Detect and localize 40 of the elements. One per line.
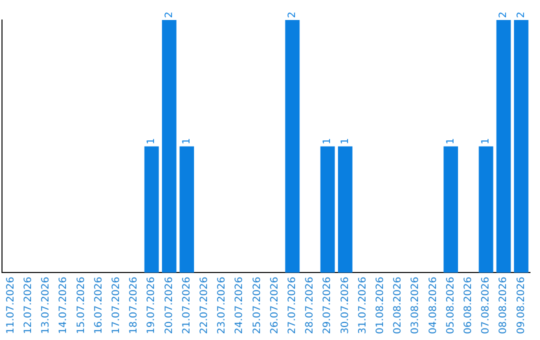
x-tick-label: 29.07.2026 xyxy=(322,276,334,334)
x-tick-label: 14.07.2026 xyxy=(58,276,70,334)
x-tick-label: 20.07.2026 xyxy=(164,276,175,334)
x-tick-label: 30.07.2026 xyxy=(340,276,351,334)
x-tick-label: 24.07.2026 xyxy=(234,276,246,334)
data-label: 2 xyxy=(516,12,527,18)
data-label: 1 xyxy=(181,138,192,144)
data-label: 1 xyxy=(340,138,351,144)
x-tick-label: 27.07.2026 xyxy=(286,276,298,334)
data-label: 2 xyxy=(286,12,298,18)
x-tick-label: 01.08.2026 xyxy=(374,276,386,334)
data-label: 1 xyxy=(322,138,334,144)
data-label: 2 xyxy=(498,12,510,18)
x-tick-label: 07.08.2026 xyxy=(480,276,492,334)
x-tick-label: 12.07.2026 xyxy=(22,276,34,334)
x-tick-label: 03.08.2026 xyxy=(410,276,422,334)
x-tick-label: 02.08.2026 xyxy=(392,276,404,334)
x-tick-label: 25.07.2026 xyxy=(252,276,263,334)
x-tick-label: 18.07.2026 xyxy=(128,276,140,334)
x-tick-label: 04.08.2026 xyxy=(428,276,439,334)
x-tick-label: 13.07.2026 xyxy=(40,276,52,334)
x-tick-label: 31.07.2026 xyxy=(357,276,368,334)
x-tick-label: 23.07.2026 xyxy=(216,276,228,334)
x-tick-label: 16.07.2026 xyxy=(93,276,104,334)
x-tick-label: 06.08.2026 xyxy=(462,276,474,334)
x-tick-label: 11.07.2026 xyxy=(5,276,16,334)
data-label: 1 xyxy=(146,138,158,144)
x-tick-label: 22.07.2026 xyxy=(198,276,210,334)
x-tick-label: 17.07.2026 xyxy=(110,276,122,334)
x-tick-label: 08.08.2026 xyxy=(498,276,510,334)
x-tick-label: 26.07.2026 xyxy=(269,276,280,334)
x-tick-label: 19.07.2026 xyxy=(146,276,158,334)
x-tick-label: 15.07.2026 xyxy=(76,276,87,334)
data-label: 1 xyxy=(445,138,456,144)
x-tick-label: 05.08.2026 xyxy=(445,276,456,334)
x-tick-label: 28.07.2026 xyxy=(304,276,316,334)
data-label: 2 xyxy=(164,12,175,18)
data-label: 1 xyxy=(480,138,492,144)
x-tick-label: 09.08.2026 xyxy=(516,276,527,334)
x-tick-label: 21.07.2026 xyxy=(181,276,192,334)
